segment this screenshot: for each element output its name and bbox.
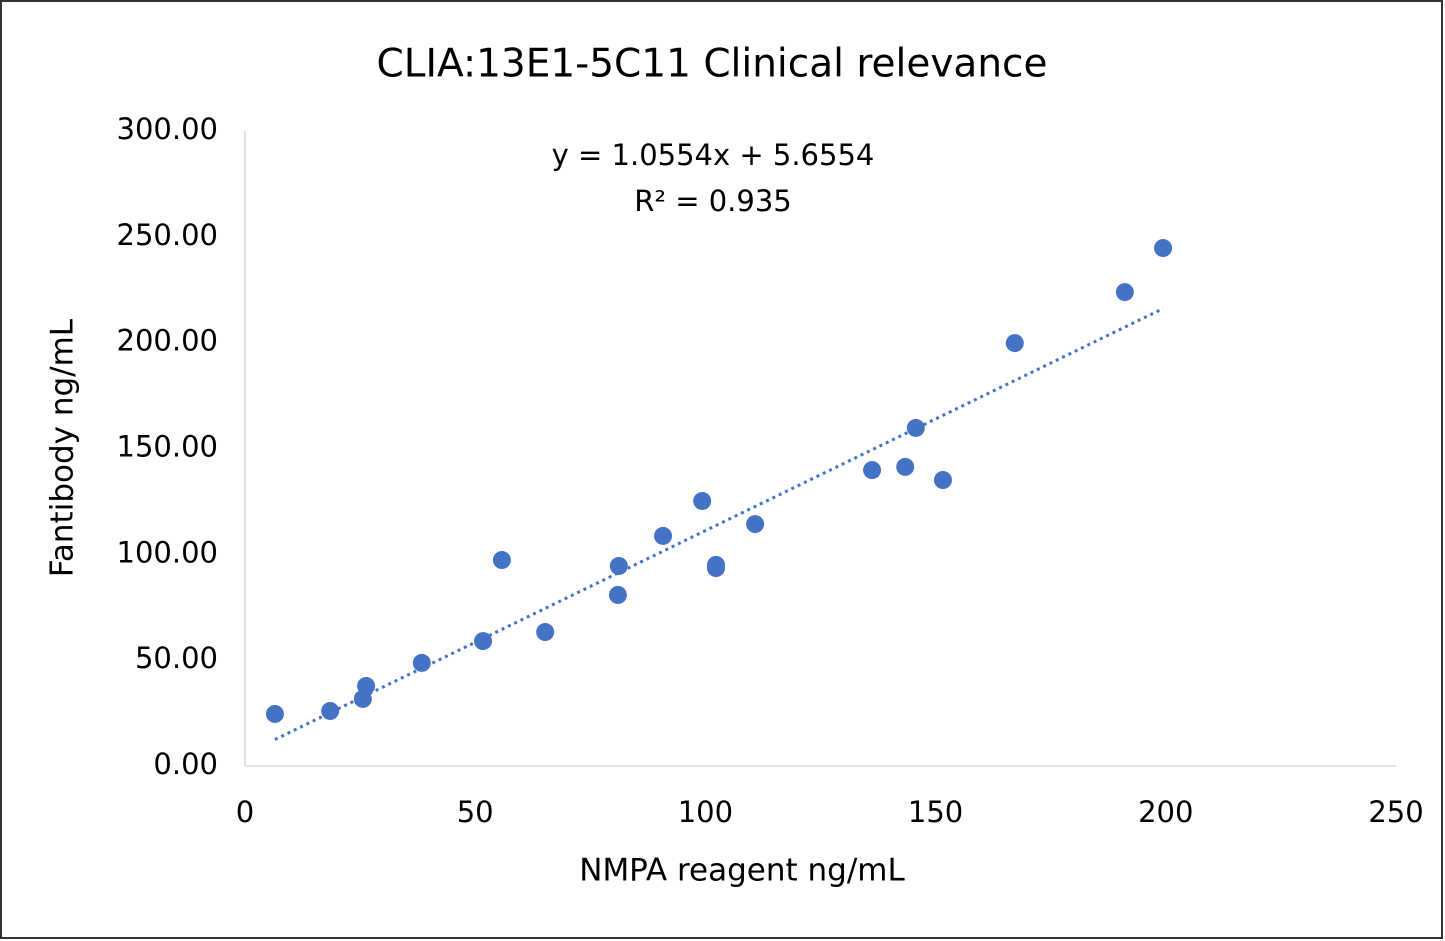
y-tick-label: 50.00 bbox=[135, 641, 218, 675]
data-point bbox=[1154, 239, 1173, 258]
x-tick-label: 100 bbox=[678, 795, 733, 829]
data-point bbox=[906, 418, 925, 437]
y-tick-label: 250.00 bbox=[117, 218, 218, 252]
data-point bbox=[654, 526, 673, 545]
x-tick-label: 200 bbox=[1138, 795, 1193, 829]
data-point bbox=[357, 676, 376, 695]
data-point bbox=[896, 457, 915, 476]
x-tick-label: 50 bbox=[457, 795, 494, 829]
x-tick-label: 150 bbox=[908, 795, 963, 829]
data-point bbox=[536, 623, 555, 642]
data-point bbox=[492, 551, 511, 570]
data-point bbox=[863, 461, 882, 480]
y-tick-label: 0.00 bbox=[153, 747, 218, 781]
data-point bbox=[1115, 283, 1134, 302]
data-point bbox=[706, 559, 725, 578]
data-point bbox=[474, 632, 493, 651]
x-tick-label: 0 bbox=[236, 795, 254, 829]
data-point bbox=[608, 585, 627, 604]
r-squared: R² = 0.935 bbox=[634, 184, 792, 218]
y-tick-label: 100.00 bbox=[117, 535, 218, 569]
data-point bbox=[412, 653, 431, 672]
y-axis-title: Fantibody ng/mL bbox=[45, 318, 81, 577]
data-point bbox=[746, 515, 765, 534]
y-tick-label: 200.00 bbox=[117, 324, 218, 358]
chart-title: CLIA:13E1-5C11 Clinical relevance bbox=[377, 42, 1048, 87]
y-tick-label: 150.00 bbox=[117, 430, 218, 464]
x-axis-title: NMPA reagent ng/mL bbox=[579, 853, 905, 889]
data-point bbox=[265, 704, 284, 723]
data-point bbox=[321, 701, 340, 720]
data-point bbox=[1005, 334, 1024, 353]
x-tick-label: 250 bbox=[1368, 795, 1423, 829]
data-point bbox=[609, 556, 628, 575]
data-point bbox=[693, 491, 712, 510]
data-point bbox=[933, 471, 952, 490]
y-tick-label: 300.00 bbox=[117, 112, 218, 146]
trendline-equation: y = 1.0554x + 5.6554 bbox=[552, 138, 875, 172]
